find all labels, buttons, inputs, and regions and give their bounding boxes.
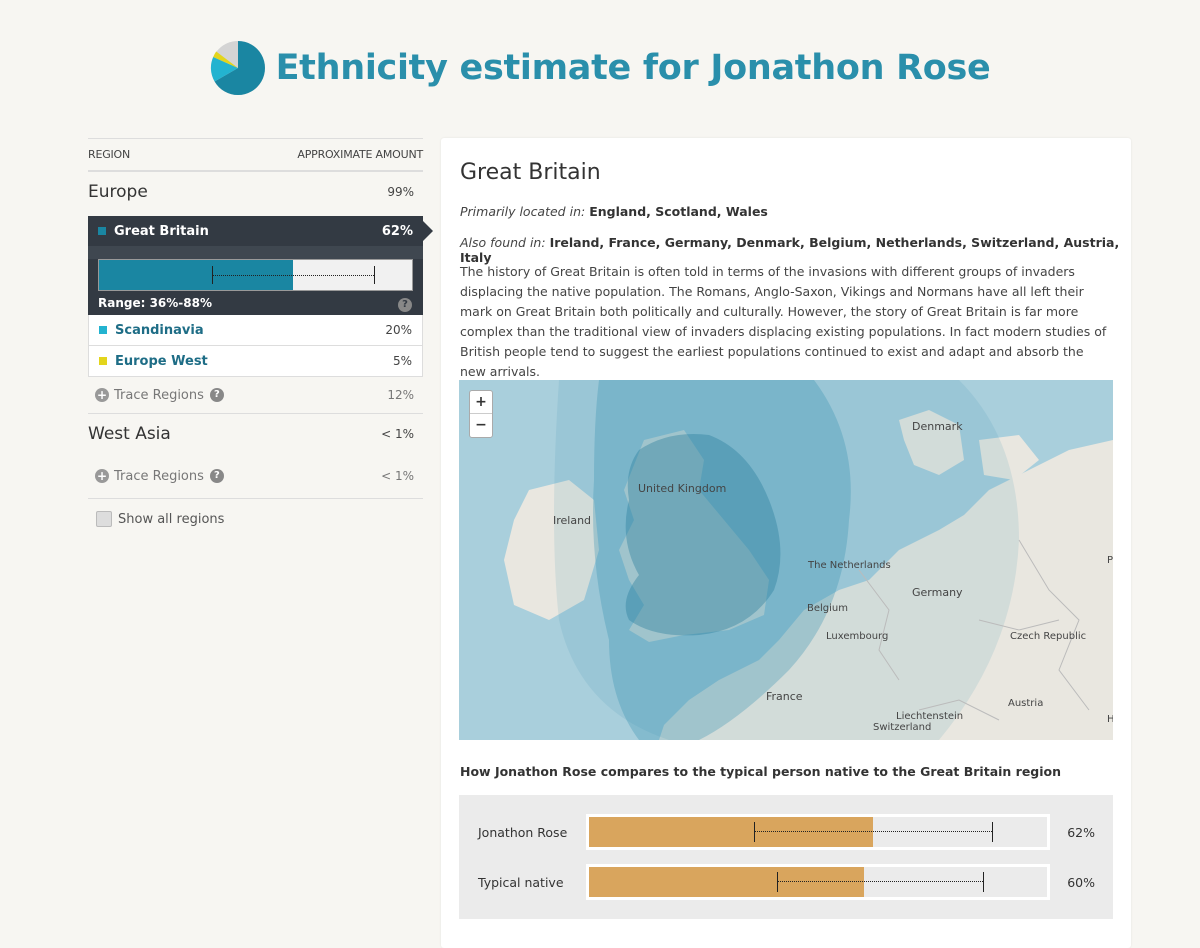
range-line [753, 831, 993, 832]
map-label-netherlands: The Netherlands [808, 560, 891, 571]
range-line [776, 881, 983, 882]
compare-label: Jonathon Rose [478, 825, 568, 840]
plus-icon: + [95, 388, 109, 402]
trace-label: Trace Regions [114, 387, 204, 403]
group-name: Europe [88, 182, 148, 202]
trace-regions-europe[interactable]: + Trace Regions? 12% [88, 377, 423, 413]
region-list: REGION APPROXIMATE AMOUNT Europe 99% Gre… [88, 138, 433, 539]
map-label-uk: United Kingdom [638, 482, 727, 495]
estimate-bar [98, 259, 413, 291]
page-title: Ethnicity estimate for Jonathon Rose [275, 48, 991, 88]
color-swatch [99, 326, 107, 334]
primary-label: Primarily located in: [460, 204, 586, 219]
map-canvas [459, 380, 1113, 740]
also-found: Also found in: Ireland, France, Germany,… [460, 235, 1131, 265]
compare-bar [586, 814, 1050, 850]
compare-title: How Jonathon Rose compares to the typica… [460, 764, 1062, 779]
range-high-tick [374, 266, 376, 284]
plus-icon: + [95, 469, 109, 483]
col-amount: APPROXIMATE AMOUNT [297, 148, 423, 161]
map-label-denmark: Denmark [912, 420, 963, 433]
region-detail-card: Great Britain Primarily located in: Engl… [441, 138, 1131, 948]
help-icon[interactable]: ? [209, 388, 224, 402]
map-label-luxembourg: Luxembourg [826, 631, 889, 642]
compare-bar [586, 864, 1050, 900]
page-header: Ethnicity estimate for Jonathon Rose [0, 36, 1200, 100]
primary-value: England, Scotland, Wales [589, 204, 768, 219]
region-item-great-britain[interactable]: Great Britain 62% Range: 36%-88% ? [88, 216, 433, 315]
also-label: Also found in: [460, 235, 546, 250]
range-high-tick [982, 872, 984, 892]
map-label-ireland: Ireland [553, 514, 592, 527]
divider [88, 413, 423, 414]
group-name: West Asia [88, 424, 171, 444]
compare-pct: 62% [1067, 825, 1095, 840]
pie-chart-icon [210, 41, 265, 95]
region-pct: 5% [392, 354, 412, 368]
map-label-edge-h: H [1107, 714, 1113, 725]
map-label-switzerland: Switzerland [873, 722, 932, 733]
trace-pct: 12% [387, 388, 414, 402]
trace-label: Trace Regions [114, 468, 204, 484]
map-label-edge-p: P [1107, 555, 1113, 566]
compare-row-user: Jonathon Rose 62% [459, 814, 1113, 850]
region-list-header: REGION APPROXIMATE AMOUNT [88, 138, 423, 172]
help-icon[interactable]: ? [209, 469, 224, 483]
selected-arrow-icon [423, 221, 433, 241]
region-name: Scandinavia [115, 322, 204, 338]
zoom-in-button[interactable]: + [470, 391, 492, 414]
compare-pct: 60% [1067, 875, 1095, 890]
region-description: The history of Great Britain is often to… [460, 264, 1107, 379]
color-swatch [98, 227, 106, 235]
range-low-tick [753, 822, 755, 842]
compare-label: Typical native [478, 875, 564, 890]
map-label-germany: Germany [912, 586, 963, 599]
range-label: Range: 36%-88% [98, 296, 213, 310]
range-high-tick [992, 822, 994, 842]
group-pct: 99% [387, 185, 414, 199]
compare-fill [589, 817, 873, 847]
region-pct: 62% [381, 223, 413, 239]
region-title: Great Britain [460, 160, 601, 185]
trace-pct: < 1% [381, 469, 414, 483]
map-label-france: France [766, 690, 803, 703]
trace-regions-west-asia[interactable]: + Trace Regions? < 1% [88, 458, 423, 494]
region-name: Great Britain [114, 223, 209, 239]
range-line [211, 275, 375, 276]
region-item-europe-west[interactable]: Europe West 5% [88, 346, 423, 377]
group-pct: < 1% [381, 427, 414, 441]
compare-panel: Jonathon Rose 62% Typical native [459, 795, 1113, 919]
region-map[interactable]: + − Denmark United Kingdom Ireland The N… [459, 380, 1113, 740]
region-pct: 20% [385, 323, 412, 337]
show-all-label: Show all regions [118, 511, 225, 527]
map-label-czech: Czech Republic [1010, 631, 1087, 642]
map-label-austria: Austria [1008, 698, 1044, 709]
show-all-checkbox[interactable] [96, 511, 112, 527]
show-all-regions[interactable]: Show all regions [88, 499, 423, 539]
col-region: REGION [88, 148, 131, 161]
group-west-asia[interactable]: West Asia < 1% [88, 414, 423, 458]
region-item-scandinavia[interactable]: Scandinavia 20% [88, 315, 423, 346]
region-name: Europe West [115, 353, 208, 369]
map-zoom-control: + − [469, 390, 493, 438]
range-low-tick [211, 266, 213, 284]
also-value: Ireland, France, Germany, Denmark, Belgi… [460, 235, 1120, 265]
divider [88, 498, 423, 499]
help-icon[interactable]: ? [398, 298, 412, 312]
compare-fill [589, 867, 864, 897]
map-label-belgium: Belgium [807, 603, 848, 614]
color-swatch [99, 357, 107, 365]
compare-row-native: Typical native 60% [459, 864, 1113, 900]
group-europe[interactable]: Europe 99% [88, 172, 423, 216]
zoom-out-button[interactable]: − [475, 417, 487, 433]
primary-location: Primarily located in: England, Scotland,… [460, 204, 768, 219]
range-low-tick [776, 872, 778, 892]
map-label-liechtenstein: Liechtenstein [896, 711, 964, 722]
